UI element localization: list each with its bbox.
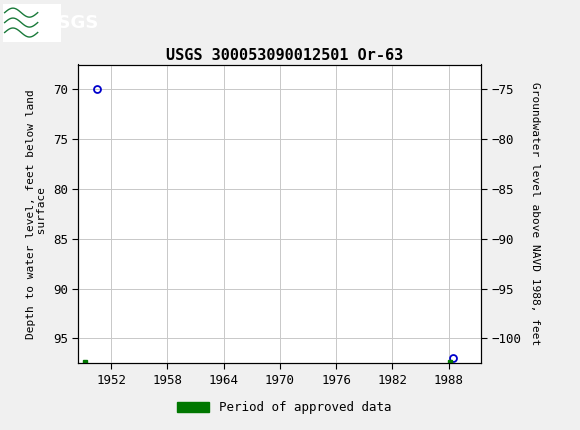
Text: USGS: USGS (44, 14, 99, 31)
Bar (3, 3, 61, 42)
Y-axis label: Depth to water level, feet below land
 surface: Depth to water level, feet below land su… (26, 89, 48, 339)
Text: USGS 300053090012501 Or-63: USGS 300053090012501 Or-63 (165, 49, 403, 63)
Legend: Period of approved data: Period of approved data (172, 396, 396, 419)
Y-axis label: Groundwater level above NAVD 1988, feet: Groundwater level above NAVD 1988, feet (530, 82, 540, 346)
